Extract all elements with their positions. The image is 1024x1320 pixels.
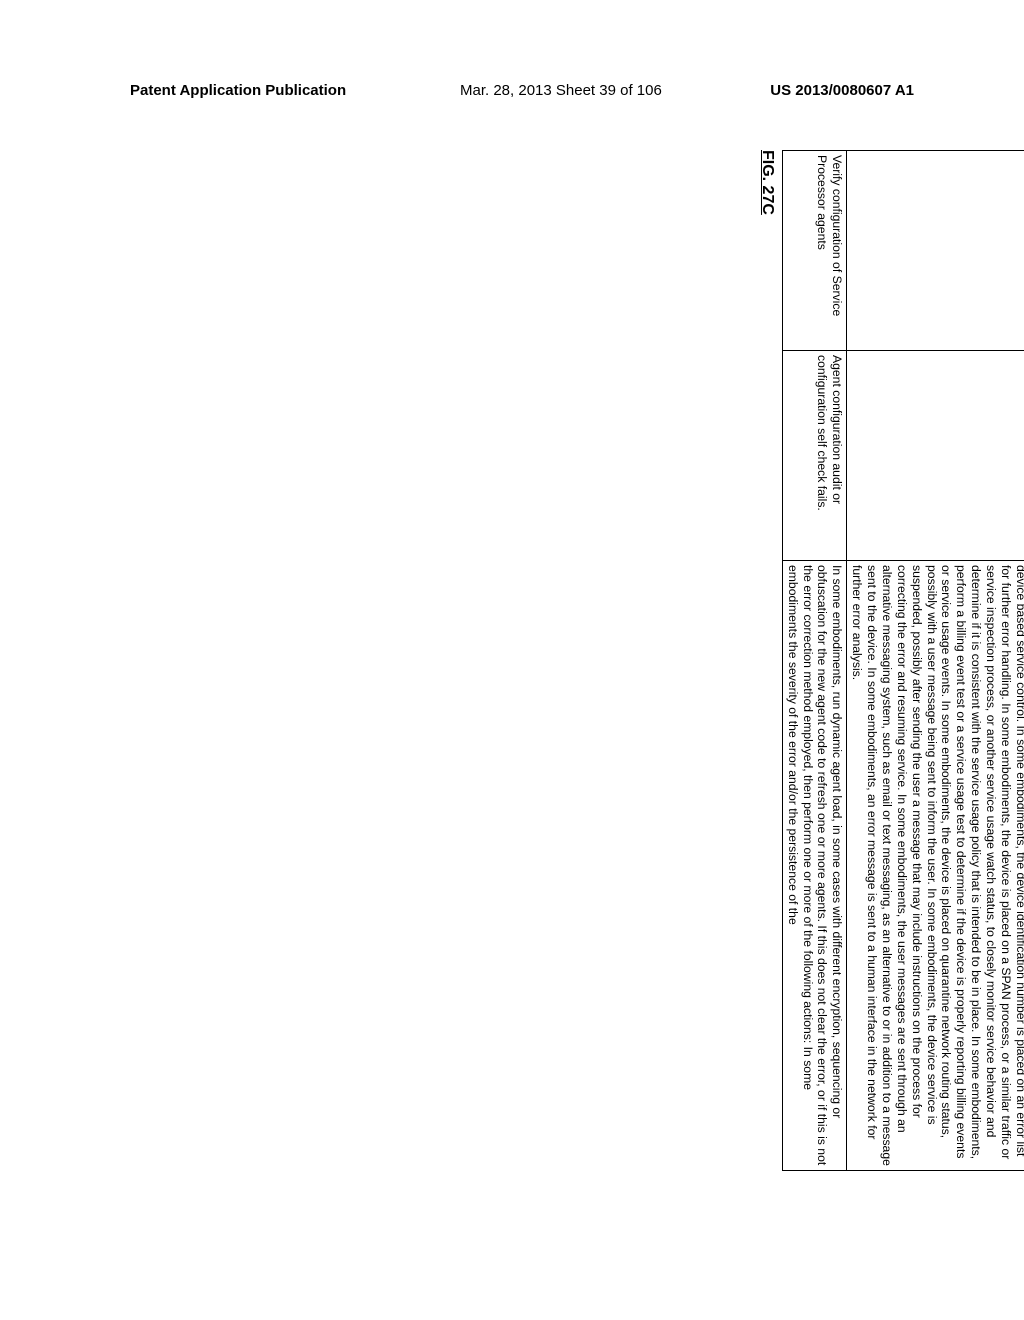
- cell-c3: In some embodiments, run dynamic agent l…: [847, 561, 1024, 1171]
- rotated-content: to a message sent to the device. In some…: [2, 268, 1022, 1052]
- pub-number: US 2013/0080607 A1: [770, 82, 914, 99]
- table-row: Verify configuration of Service Processo…: [782, 151, 847, 1171]
- patent-page: Patent Application Publication Mar. 28, …: [0, 0, 1024, 1320]
- cell-c1: Verify presence of Service Processor age…: [847, 151, 1024, 351]
- patent-table: to a message sent to the device. In some…: [782, 150, 1024, 1171]
- rotated-inner: to a message sent to the device. In some…: [356, 150, 1024, 1170]
- table-row: Verify presence of Service Processor age…: [847, 151, 1024, 1171]
- sheet-info: Mar. 28, 2013 Sheet 39 of 106: [460, 82, 662, 99]
- figure-label: FIG. 27C: [758, 150, 776, 1170]
- cell-c1: Verify configuration of Service Processo…: [782, 151, 847, 351]
- cell-c2: Agent does not respond to agent communic…: [847, 351, 1024, 561]
- pub-title: Patent Application Publication: [130, 82, 346, 99]
- cell-c3: In some embodiments, run dynamic agent l…: [782, 561, 847, 1171]
- cell-c2: Agent configuration audit or configurati…: [782, 351, 847, 561]
